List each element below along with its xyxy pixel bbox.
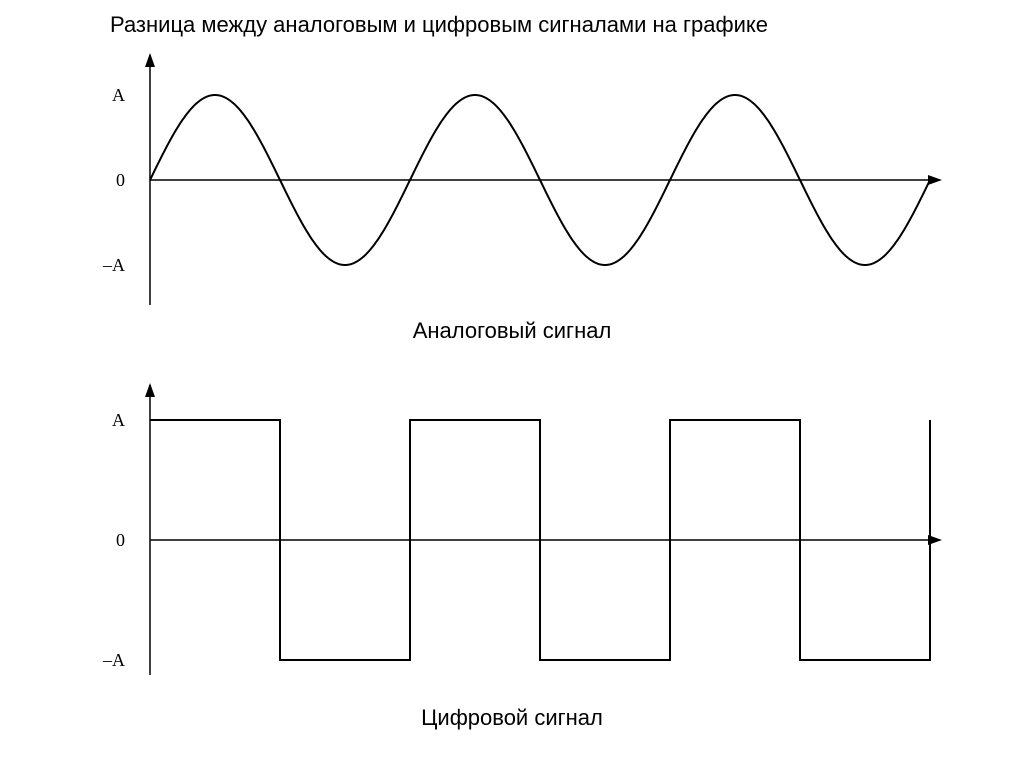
svg-text:0: 0: [116, 530, 125, 550]
svg-text:0: 0: [116, 170, 125, 190]
svg-text:–A: –A: [102, 650, 125, 670]
digital-chart: A 0 –A: [70, 370, 950, 695]
analog-caption: Аналоговый сигнал: [0, 318, 1024, 344]
digital-caption: Цифровой сигнал: [0, 705, 1024, 731]
analog-chart: A 0 –A: [70, 40, 950, 325]
svg-text:–A: –A: [102, 255, 125, 275]
svg-text:A: A: [112, 85, 125, 105]
analog-plot: A 0 –A: [70, 40, 950, 320]
page: Разница между аналоговым и цифровым сигн…: [0, 0, 1024, 768]
page-title: Разница между аналоговым и цифровым сигн…: [110, 12, 768, 38]
svg-text:A: A: [112, 410, 125, 430]
digital-plot: A 0 –A: [70, 370, 950, 690]
